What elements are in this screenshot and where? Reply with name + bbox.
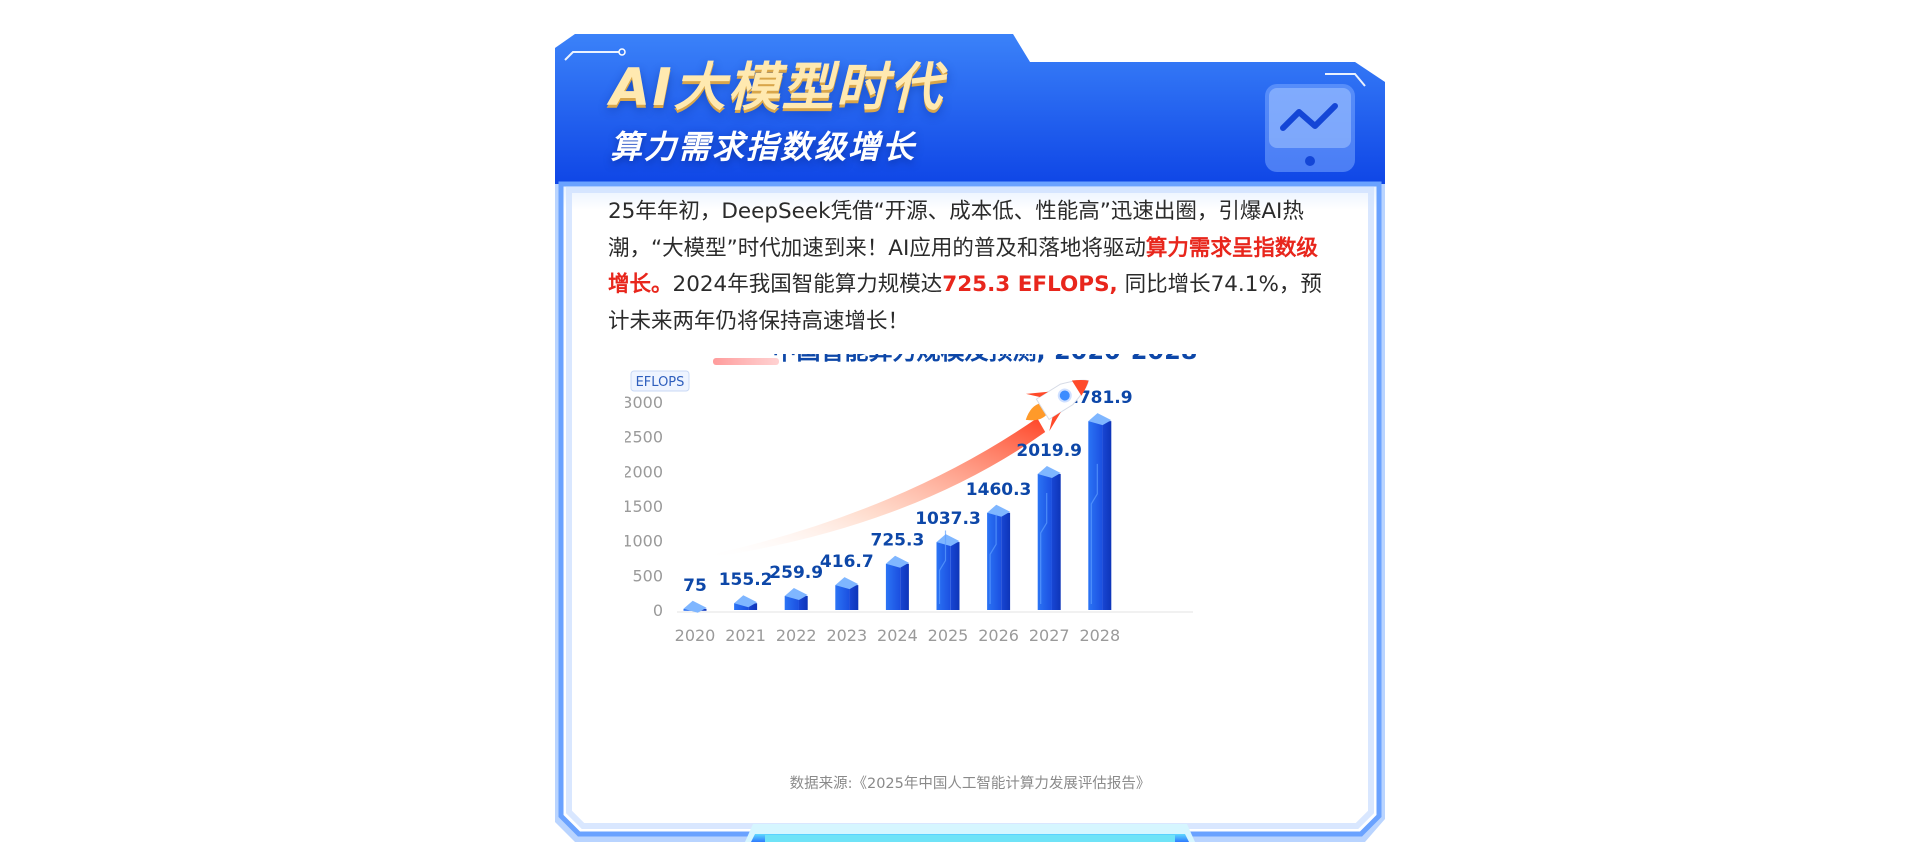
bar-front-face xyxy=(1037,473,1052,610)
bar xyxy=(1088,413,1112,610)
intro-text-2: 2024年我国智能算力规模达 xyxy=(672,272,943,297)
bar-value-label: 1037.3 xyxy=(915,509,981,529)
y-tick-label: 1000 xyxy=(625,532,663,551)
y-tick-label: 0 xyxy=(653,601,663,620)
infographic-card: AI大模型时代 算力需求指数级增长 25年年初，DeepSeek凭借“开源、成本… xyxy=(555,34,1385,842)
x-tick-label: 2027 xyxy=(1029,626,1070,645)
bar-front-face xyxy=(936,542,951,610)
y-axis-label: EFLOPS xyxy=(636,375,685,390)
x-tick-label: 2022 xyxy=(776,626,817,645)
chart-title: 中国智能算力规模及预测, 2020-2028 xyxy=(772,354,1197,365)
bar-value-label: 416.7 xyxy=(820,552,874,572)
x-tick-label: 2021 xyxy=(725,626,766,645)
bar-top-face xyxy=(784,587,808,600)
bar xyxy=(885,555,909,610)
bar-front-face xyxy=(734,603,749,610)
rocket-nose xyxy=(1071,379,1089,396)
bar-circuit-line xyxy=(938,530,947,604)
x-tick-label: 2028 xyxy=(1079,626,1120,645)
bar-value-label: 75 xyxy=(683,576,707,596)
x-tick-label: 2020 xyxy=(675,626,716,645)
bar-circuit-line xyxy=(1040,492,1048,604)
bar-side-face xyxy=(900,563,909,610)
intro-paragraph: 25年年初，DeepSeek凭借“开源、成本低、性能高”迅速出圈，引爆AI热潮，… xyxy=(608,194,1338,340)
bar-side-face xyxy=(950,542,960,610)
bar xyxy=(784,587,808,610)
chart-title-mark xyxy=(713,358,779,365)
bar-value-label: 2781.9 xyxy=(1067,388,1133,408)
bar-top-face xyxy=(987,504,1011,517)
rocket-fin xyxy=(1025,391,1049,398)
bar-circuit-line xyxy=(989,514,997,604)
intro-text-3: 同比增长74.1%，预计未来两年仍将保持高速增长！ xyxy=(608,272,1322,334)
bar xyxy=(734,595,758,610)
bar-circuit-line xyxy=(1090,463,1098,604)
data-source: 数据来源:《2025年中国人工智能计算力发展评估报告》 xyxy=(789,776,1151,792)
intro-highlight-demand: 算力需求呈指数级增长。 xyxy=(608,235,1318,298)
y-tick-label: 500 xyxy=(632,566,663,585)
bar xyxy=(936,530,960,610)
bar-top-face xyxy=(885,555,909,568)
bar-front-face xyxy=(784,595,799,610)
bar xyxy=(835,577,859,610)
y-tick-label: 2000 xyxy=(625,462,663,481)
y-unit-badge xyxy=(630,370,690,392)
card-frame xyxy=(555,34,1385,842)
bar-chart-svg: 中国智能算力规模及预测, 2020-2028 EFLOPS 0 500 1000 150… xyxy=(625,354,1198,645)
intro-text-1: 25年年初，DeepSeek凭借“开源、成本低、性能高”迅速出圈，引爆AI热潮，… xyxy=(608,199,1304,261)
bar-side-face xyxy=(798,595,808,610)
x-tick-label: 2023 xyxy=(826,626,867,645)
bar-front-face xyxy=(835,585,850,610)
page-title: AI大模型时代 xyxy=(610,58,944,118)
bar-side-face xyxy=(1051,473,1061,610)
y-tick-label: 1500 xyxy=(625,497,663,516)
bar-front-face xyxy=(885,563,901,610)
bar-side-face xyxy=(748,603,758,610)
bar-top-face xyxy=(1037,465,1061,478)
bar xyxy=(1037,465,1061,610)
bar-front-face xyxy=(987,512,1002,610)
bar xyxy=(683,600,707,613)
bar-value-label: 2019.9 xyxy=(1016,441,1082,461)
bar-top-face xyxy=(835,577,859,590)
bar-top-face xyxy=(1088,413,1112,426)
intro-highlight-eflops: 725.3 EFLOPS, xyxy=(942,272,1118,297)
bar-value-label: 725.3 xyxy=(871,531,925,551)
bar-top-face xyxy=(734,595,758,608)
bar-side-face xyxy=(849,585,859,610)
bar-chart: 中国智能算力规模及预测, 2020-2028 EFLOPS 0 500 1000 150… xyxy=(625,354,1345,754)
bar-top-face xyxy=(683,600,707,613)
bar xyxy=(987,504,1011,610)
x-tick-label: 2025 xyxy=(928,626,969,645)
page-subtitle: 算力需求指数级增长 xyxy=(610,128,917,166)
bar-top-face xyxy=(936,534,960,547)
bar-value-label: 155.2 xyxy=(719,570,773,590)
y-tick-label: 3000 xyxy=(625,393,663,412)
bar-side-face xyxy=(1102,421,1112,610)
bar-value-label: 1460.3 xyxy=(966,480,1032,500)
rocket-window xyxy=(1057,388,1072,403)
bar-value-label: 259.9 xyxy=(769,563,823,583)
y-tick-label: 2500 xyxy=(625,428,663,447)
bar-front-face xyxy=(1088,421,1103,610)
chart-monitor-icon xyxy=(1261,78,1361,178)
x-tick-label: 2026 xyxy=(978,626,1019,645)
x-tick-label: 2024 xyxy=(877,626,918,645)
bar-side-face xyxy=(1001,512,1011,610)
